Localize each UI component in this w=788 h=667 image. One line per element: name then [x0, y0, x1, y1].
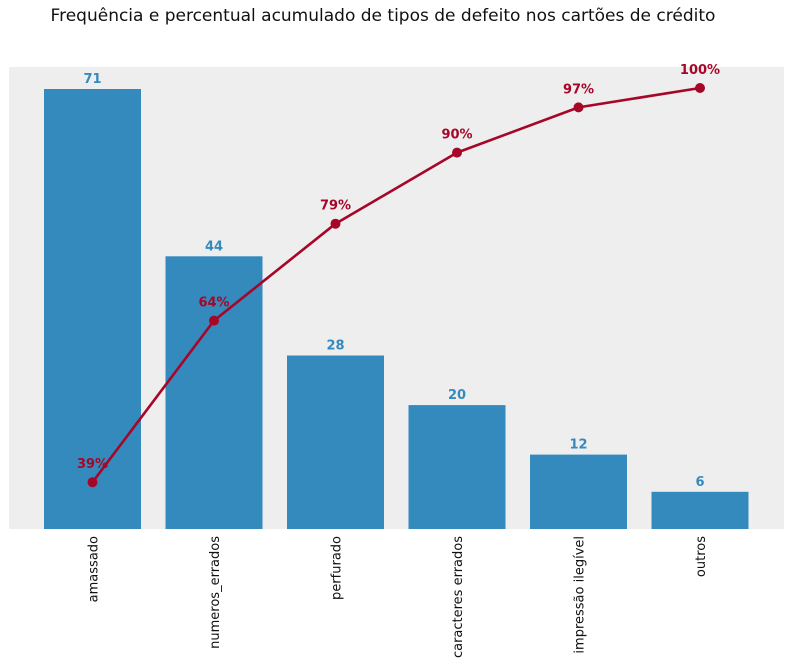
x-tick-label: numeros_errados — [208, 536, 223, 649]
cumulative-percent-label: 39% — [77, 457, 108, 472]
bar-value-label: 28 — [326, 339, 344, 354]
bar-value-label: 44 — [205, 239, 223, 254]
cumulative-percent-label: 97% — [563, 82, 594, 97]
x-tick-label: caracteres errados — [451, 536, 466, 658]
cumulative-percent-label: 79% — [320, 199, 351, 214]
cumulative-point — [209, 315, 219, 326]
cumulative-point — [330, 218, 341, 229]
bar-value-label: 20 — [448, 388, 466, 403]
cumulative-percent-label: 100% — [680, 63, 720, 78]
bars-layer — [44, 89, 749, 529]
cumulative-percent-label: 90% — [441, 128, 472, 143]
cumulative-point — [695, 83, 705, 93]
x-tick-label: amassado — [87, 536, 102, 602]
cumulative-line-layer — [87, 83, 705, 488]
line-labels-layer: 39% 64% 79% 90% 97% 100% — [77, 63, 720, 472]
cumulative-point — [452, 147, 462, 158]
x-tick-labels: amassado numeros_errados perfurado caracter… — [87, 536, 710, 658]
bar-perfurado — [287, 355, 384, 529]
bar-impressão-ilegível — [530, 454, 627, 529]
bar-caracteres-errados — [408, 405, 506, 529]
bar-value-label: 12 — [569, 438, 587, 453]
bar-numeros_errados — [165, 256, 263, 529]
cumulative-percent-line — [91, 86, 701, 483]
bar-outros — [651, 491, 749, 529]
x-tick-label: outros — [694, 536, 709, 577]
bar-amassado — [44, 89, 141, 529]
cumulative-point — [573, 102, 584, 113]
bar-value-label: 71 — [83, 72, 101, 87]
cumulative-point — [87, 477, 98, 488]
bar-value-label: 6 — [695, 475, 704, 490]
x-tick-label: impressão ilegível — [573, 536, 588, 654]
cumulative-percent-label: 64% — [198, 296, 229, 311]
chart-title: Frequência e percentual acumulado de tip… — [51, 6, 716, 26]
bar-labels-layer: 71 44 28 20 12 6 — [83, 72, 704, 490]
x-tick-label: perfurado — [330, 536, 345, 600]
